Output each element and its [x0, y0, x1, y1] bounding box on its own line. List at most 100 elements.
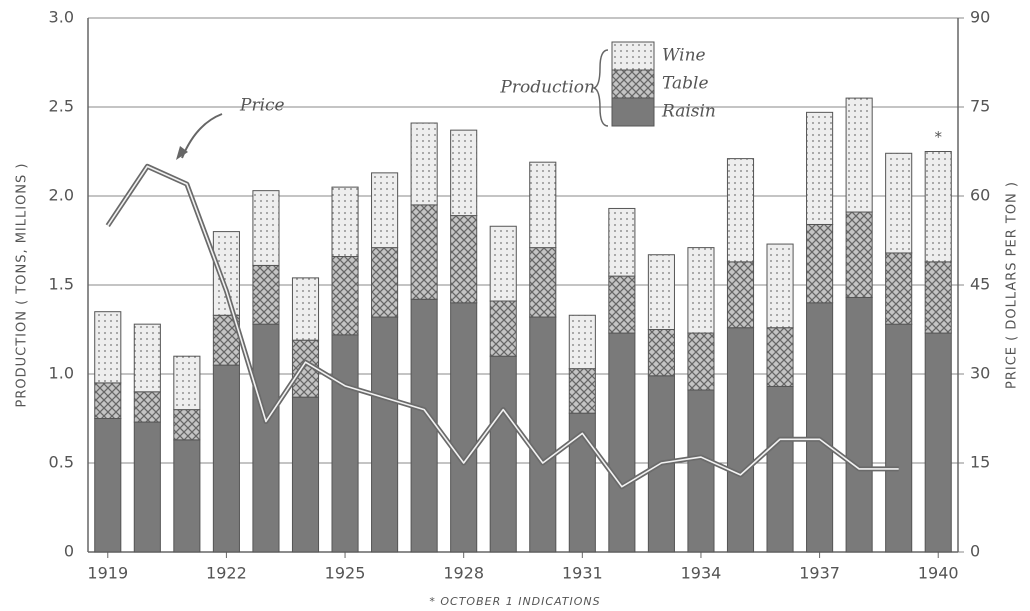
bar-segment [687, 332, 715, 391]
bar-segment [173, 439, 201, 553]
x-tick-label: 1919 [87, 564, 128, 583]
y-tick-label: 2.0 [49, 186, 74, 205]
x-tick-label: 1928 [443, 564, 484, 583]
price-arrowhead [176, 146, 188, 160]
bar-segment [371, 172, 399, 249]
x-tick-label: 1940 [918, 564, 959, 583]
annotation: * [934, 128, 942, 146]
bar-segment [845, 296, 873, 553]
bar-segment [766, 327, 794, 387]
y-tick-label: 2.5 [49, 97, 74, 116]
bar-segment [252, 323, 280, 553]
x-tick-label: 1934 [681, 564, 722, 583]
x-tick-label: 1925 [325, 564, 366, 583]
bar-segment [806, 111, 834, 225]
bar-segment [133, 323, 161, 393]
bar-segment [410, 122, 438, 206]
bar-segment [450, 129, 478, 217]
legend-label: Wine [662, 46, 706, 66]
bar-segment [924, 261, 952, 334]
bar-segment [291, 277, 320, 341]
bar-segment [924, 332, 952, 553]
y-tick-label: 1.5 [49, 275, 74, 294]
bar-segment [173, 355, 201, 411]
bar-segment [133, 421, 161, 553]
price-arrow [181, 113, 223, 159]
bar-segment [806, 223, 834, 304]
bar-segment [845, 211, 873, 298]
y2-tick-label: 75 [970, 97, 990, 116]
y2-axis-label: PRICE ( DOLLARS PER TON ) [1005, 181, 1020, 389]
bar-segment [331, 256, 359, 336]
bar-segment [410, 298, 438, 553]
bar-segment [371, 316, 399, 553]
bar-segment [806, 302, 834, 553]
bar-segment [252, 190, 280, 266]
x-tick-label: 1937 [799, 564, 840, 583]
bar-segment [687, 389, 715, 553]
bar-segment [726, 327, 755, 553]
legend-label: Raisin [661, 102, 716, 122]
bars [94, 97, 952, 553]
bar-segment [331, 334, 359, 553]
y-tick-label: 1.0 [49, 364, 74, 383]
y-tick-label: 3.0 [49, 8, 74, 27]
y2-tick-label: 15 [970, 453, 990, 472]
bar-segment [529, 161, 557, 249]
bar-segment [845, 97, 873, 213]
price-label: Price [239, 96, 285, 116]
legend-swatch [611, 41, 655, 71]
bar-segment [766, 385, 794, 553]
lines [105, 163, 899, 490]
y-axis-label: PRODUCTION ( TONS, MILLIONS ) [15, 163, 30, 408]
y2-tick-label: 30 [970, 364, 990, 383]
bar-segment [133, 391, 161, 423]
x-tick-label: 1931 [562, 564, 603, 583]
bar-segment [291, 396, 320, 553]
bar-segment [94, 311, 122, 384]
labels: 0 0.5 1.0 1.5 2.0 2.5 3.0 0 15 30 45 60 75 90 1919 1922… [49, 8, 991, 583]
y2-tick-label: 60 [970, 186, 990, 205]
bar-segment [924, 151, 952, 263]
y2-tick-label: 0 [970, 542, 980, 561]
bar-segment [212, 364, 240, 553]
bar-segment [568, 368, 596, 414]
bar-segment [608, 332, 636, 553]
bar-segment [647, 329, 675, 377]
y-tick-label: 0.5 [49, 453, 74, 472]
bar-segment [608, 207, 636, 277]
legend-title: Production [499, 78, 595, 98]
x-tick-label: 1922 [206, 564, 247, 583]
bar-segment [489, 225, 517, 302]
footnote: * OCTOBER 1 INDICATIONS [429, 595, 600, 608]
bar-segment [410, 204, 438, 300]
bar-segment [608, 275, 636, 334]
y2-tick-label: 45 [970, 275, 990, 294]
bar-segment [529, 316, 557, 553]
bar-segment [173, 409, 201, 441]
bar-segment [94, 382, 122, 419]
bar-segment [94, 418, 122, 553]
bar-segment [489, 355, 517, 553]
y-tick-label: 0 [64, 542, 74, 561]
bar-segment [529, 247, 557, 318]
y2-tick-label: 90 [970, 8, 990, 27]
legend-swatch [611, 97, 655, 127]
bar-segment [885, 152, 913, 254]
bar-segment [371, 247, 399, 318]
legend-brace [591, 49, 609, 127]
legend-swatch [611, 69, 655, 99]
bar-segment [687, 247, 715, 334]
bar-segment [885, 323, 913, 553]
bar-segment [450, 302, 478, 553]
bar-segment [489, 300, 517, 357]
bar-segment [647, 254, 675, 331]
bar-segment [568, 314, 596, 370]
bar-segment [885, 252, 913, 325]
bar-segment [766, 243, 794, 329]
bar-segment [726, 158, 755, 263]
bar-segment [450, 215, 478, 304]
bar-segment [252, 264, 280, 325]
bar-segment [331, 186, 359, 258]
